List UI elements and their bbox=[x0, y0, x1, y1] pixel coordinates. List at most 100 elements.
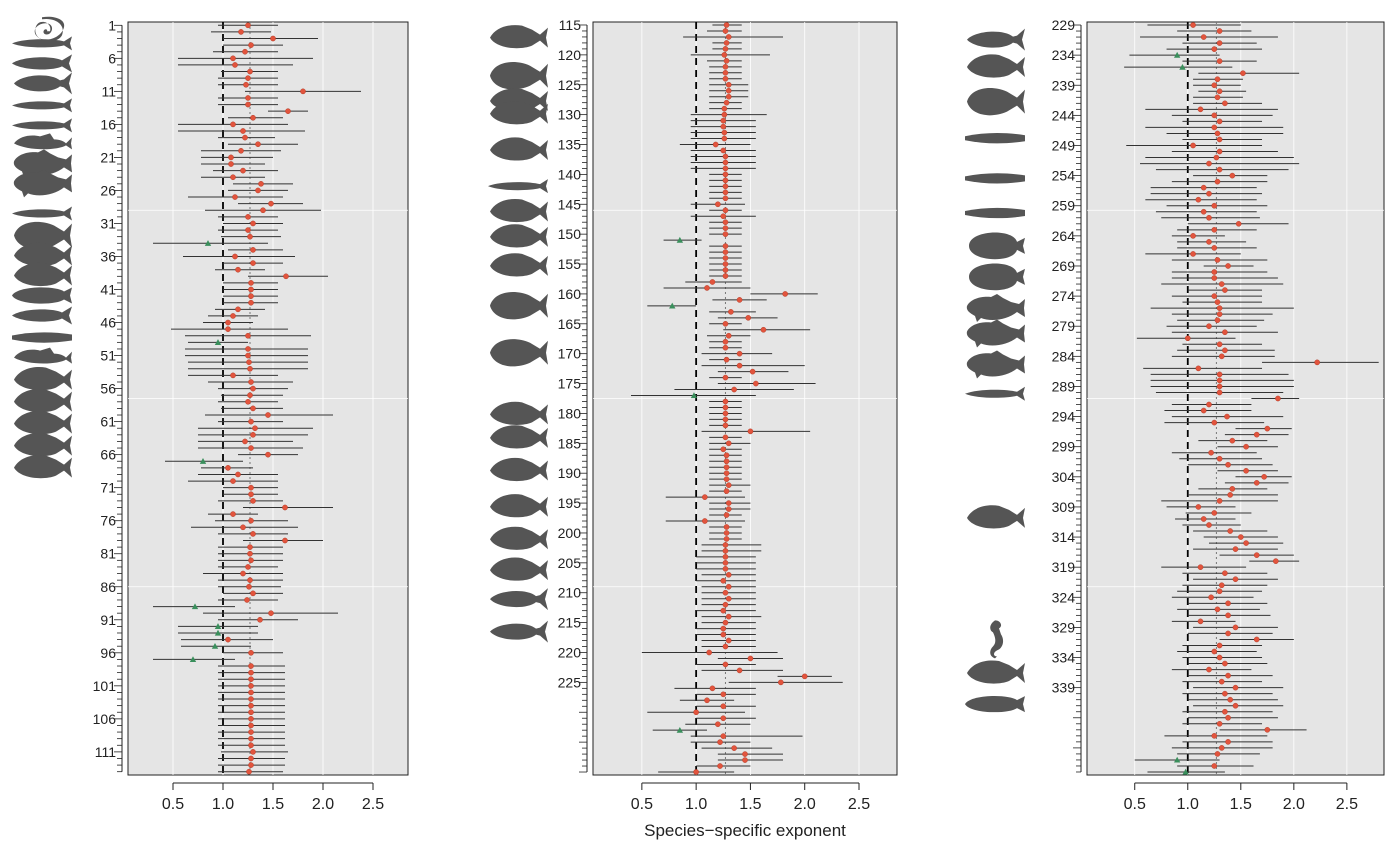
point-estimate bbox=[712, 141, 719, 148]
sculpin-icon bbox=[13, 149, 72, 178]
sculpin-icon bbox=[966, 350, 1025, 379]
point-estimate bbox=[1214, 606, 1221, 613]
point-estimate bbox=[232, 62, 238, 68]
panel-3: 229 234 239 244 249 254 259 264 269 274 279 284 289 2… bbox=[1052, 17, 1385, 813]
slender-fish-icon bbox=[12, 36, 72, 51]
point-estimate bbox=[722, 404, 729, 411]
point-estimate bbox=[736, 350, 743, 357]
perch-icon bbox=[14, 433, 72, 457]
deep-fish-icon bbox=[14, 221, 72, 250]
point-estimate bbox=[1235, 221, 1242, 227]
point-estimate bbox=[235, 266, 241, 273]
point-estimate bbox=[725, 613, 732, 620]
point-estimate bbox=[1218, 745, 1225, 751]
point-estimate-below bbox=[214, 339, 222, 345]
point-estimate bbox=[722, 75, 729, 82]
point-estimate bbox=[1216, 166, 1223, 173]
point-estimate bbox=[722, 422, 729, 429]
point-estimate bbox=[725, 34, 732, 40]
y-tick-label: 125 bbox=[558, 77, 582, 93]
point-estimate bbox=[702, 494, 708, 500]
point-estimate bbox=[228, 154, 234, 161]
y-tick-label: 6 bbox=[108, 50, 116, 66]
point-estimate bbox=[1232, 576, 1239, 583]
y-tick-label: 91 bbox=[100, 612, 116, 628]
point-estimate bbox=[1211, 269, 1218, 275]
point-estimate bbox=[723, 58, 730, 64]
point-estimate bbox=[722, 554, 729, 560]
point-estimate bbox=[693, 769, 699, 775]
point-estimate bbox=[1214, 317, 1221, 323]
x-tick-label: 2.0 bbox=[1283, 796, 1305, 813]
perch-icon bbox=[490, 198, 548, 223]
point-estimate bbox=[246, 359, 252, 365]
point-estimate bbox=[1225, 263, 1231, 269]
point-estimate bbox=[1253, 552, 1260, 558]
point-estimate bbox=[1216, 88, 1223, 95]
point-estimate bbox=[1261, 474, 1267, 480]
point-estimate bbox=[1216, 148, 1223, 155]
point-estimate bbox=[245, 214, 251, 220]
point-estimate bbox=[248, 762, 254, 768]
point-estimate bbox=[1195, 196, 1202, 203]
point-estimate bbox=[248, 517, 254, 524]
point-estimate bbox=[244, 597, 250, 603]
point-estimate bbox=[1200, 208, 1207, 215]
point-estimate bbox=[230, 174, 236, 181]
point-estimate bbox=[782, 291, 788, 297]
deep-fish-icon bbox=[490, 292, 548, 320]
y-tick-label: 81 bbox=[100, 546, 116, 562]
point-estimate bbox=[722, 64, 729, 70]
point-estimate bbox=[720, 147, 727, 154]
slender-fish-icon bbox=[12, 98, 72, 113]
eel-icon bbox=[965, 133, 1025, 144]
y-tick-label: 101 bbox=[93, 678, 117, 694]
x-tick-label: 1.0 bbox=[685, 796, 707, 813]
point-estimate bbox=[248, 683, 254, 689]
point-estimate bbox=[238, 148, 244, 154]
point-estimate bbox=[230, 121, 236, 128]
x-tick-label: 2.5 bbox=[362, 796, 384, 813]
point-estimate bbox=[1211, 419, 1218, 426]
x-tick-label: 1.5 bbox=[262, 796, 284, 813]
point-estimate bbox=[720, 607, 727, 614]
point-estimate bbox=[228, 161, 234, 167]
point-estimate bbox=[250, 247, 256, 253]
point-estimate bbox=[1214, 257, 1221, 263]
point-estimate bbox=[722, 619, 729, 626]
y-tick-label: 160 bbox=[558, 286, 582, 302]
point-estimate bbox=[731, 386, 737, 393]
point-estimate bbox=[725, 93, 732, 100]
perch-icon bbox=[14, 389, 72, 413]
y-tick-label: 249 bbox=[1052, 137, 1076, 153]
point-estimate bbox=[736, 297, 743, 303]
deep-fish-icon bbox=[967, 88, 1025, 116]
slender-fish-icon bbox=[12, 206, 72, 221]
point-estimate bbox=[1216, 389, 1223, 396]
slender-fish-icon bbox=[965, 386, 1025, 401]
point-estimate bbox=[245, 352, 251, 359]
point-estimate bbox=[723, 488, 730, 494]
point-estimate-below bbox=[214, 623, 222, 629]
point-estimate bbox=[1214, 130, 1221, 137]
point-estimate bbox=[720, 117, 727, 124]
point-estimate bbox=[1211, 124, 1218, 131]
point-estimate-below bbox=[690, 392, 698, 399]
x-tick-label: 1.5 bbox=[1230, 796, 1252, 813]
point-estimate bbox=[1253, 480, 1260, 486]
x-tick-label: 2.5 bbox=[848, 796, 870, 813]
point-estimate bbox=[1240, 70, 1246, 77]
point-estimate bbox=[1216, 311, 1223, 317]
point-estimate bbox=[747, 655, 754, 662]
y-tick-label: 334 bbox=[1052, 650, 1076, 666]
point-estimate-below bbox=[211, 642, 219, 649]
point-estimate bbox=[723, 536, 730, 542]
point-estimate bbox=[702, 518, 708, 524]
y-tick-label: 289 bbox=[1052, 378, 1076, 394]
point-estimate bbox=[250, 405, 256, 412]
sculpin-icon bbox=[966, 293, 1025, 322]
perch-icon bbox=[967, 660, 1025, 684]
point-estimate bbox=[1200, 34, 1207, 40]
point-estimate bbox=[720, 446, 727, 453]
x-tick-label: 2.5 bbox=[1336, 796, 1358, 813]
